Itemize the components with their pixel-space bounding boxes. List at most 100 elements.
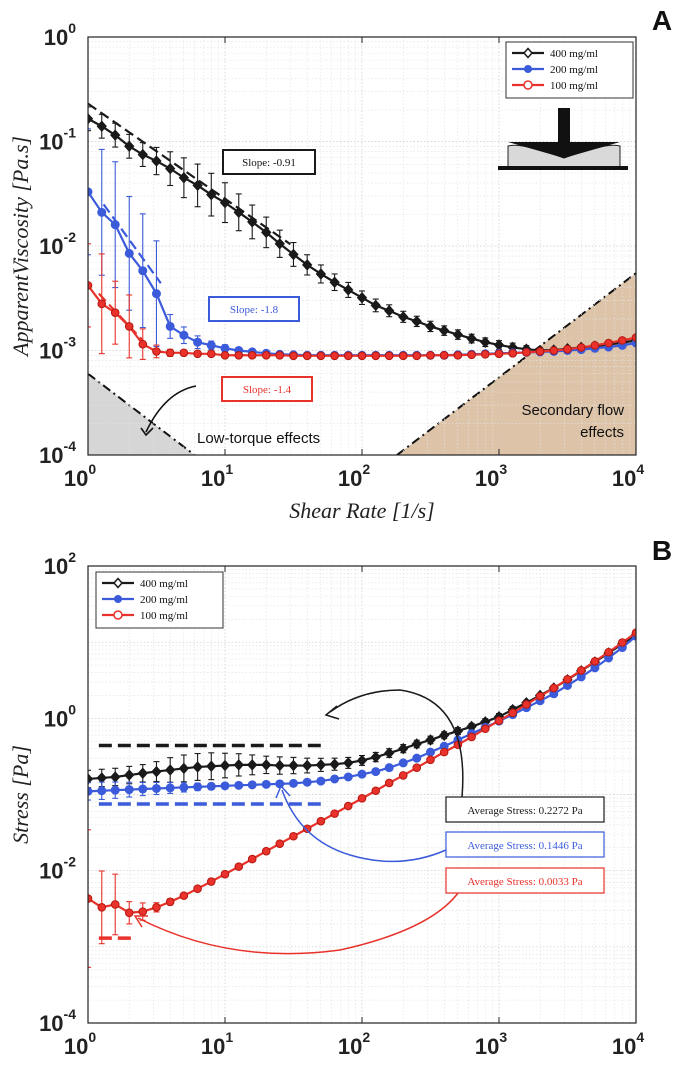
data-point [357, 769, 367, 779]
data-point [508, 708, 518, 718]
secondary-flow-label-line: effects [580, 424, 624, 441]
average-stress-box [445, 867, 605, 894]
blue-arrowhead [275, 784, 291, 799]
data-point [220, 869, 230, 879]
data-point [411, 315, 422, 328]
data-point [124, 785, 134, 795]
data-point [302, 759, 313, 772]
data-point [316, 351, 326, 361]
data-point [274, 238, 285, 250]
data-point [356, 291, 368, 304]
data-point [124, 248, 134, 258]
data-point [370, 751, 381, 763]
data-point [563, 675, 572, 684]
data-point [192, 179, 203, 192]
data-point [110, 785, 120, 795]
secondary-flow-label: Secondary flow effects [521, 402, 624, 441]
data-point [110, 900, 120, 909]
data-point [453, 350, 463, 360]
data-point [480, 724, 490, 734]
data-point [178, 762, 190, 775]
x-tick-exponent: 4 [636, 461, 644, 477]
data-point [576, 666, 586, 675]
data-point [316, 776, 326, 786]
data-point [412, 351, 422, 361]
data-point [549, 683, 559, 693]
y-axis-label: ApparentViscosity [Pa.s] [8, 136, 33, 358]
low-torque-boundary [88, 372, 196, 455]
data-point [219, 196, 231, 209]
average-stress-box [445, 831, 605, 858]
data-point [124, 322, 134, 331]
slope-box [208, 296, 300, 322]
data-point [88, 786, 93, 796]
y-tick-label: 100 [44, 20, 76, 50]
panel-letter: B [652, 535, 672, 566]
data-point [329, 758, 340, 770]
x-tick-label: 102 [338, 1029, 370, 1059]
data-point [384, 747, 395, 759]
x-tick-label: 101 [201, 461, 233, 491]
data-point [261, 759, 272, 771]
data-point [138, 907, 148, 916]
data-point [343, 772, 353, 782]
data-point [371, 767, 381, 777]
data-point [206, 781, 216, 791]
x-tick-label: 103 [475, 461, 507, 491]
data-point [289, 831, 298, 841]
y-tick-label: 100 [44, 701, 76, 731]
y-tick-base: 10 [39, 130, 63, 155]
data-point [631, 333, 636, 342]
data-point [315, 268, 327, 280]
data-point [604, 338, 613, 348]
data-point [206, 188, 217, 201]
data-point [590, 341, 600, 350]
data-point [151, 765, 162, 778]
slope-label: Slope: -1.8 [230, 304, 279, 316]
slope-label: Slope: -0.91 [242, 157, 296, 169]
data-point [398, 758, 408, 768]
data-point [522, 348, 531, 357]
legend-label: 400 mg/ml [550, 48, 598, 60]
data-point [466, 332, 477, 345]
y-tick-base: 10 [39, 859, 63, 884]
icon-cone [508, 142, 620, 158]
data-point [617, 638, 627, 647]
data-point [329, 276, 340, 288]
x-tick-exponent: 2 [362, 1029, 370, 1045]
low-torque-label: Low-torque effects [197, 430, 320, 447]
data-point [535, 347, 545, 356]
data-point [330, 351, 339, 361]
data-point [193, 884, 202, 893]
data-point [275, 350, 285, 360]
x-tick-exponent: 0 [88, 461, 96, 477]
x-tick-base: 10 [201, 1034, 225, 1059]
y-tick-label: 10-3 [39, 334, 76, 364]
data-point [343, 801, 353, 811]
data-point [88, 113, 94, 125]
data-point [384, 351, 394, 361]
average-stress-label: Average Stress: 0.2272 Pa [467, 805, 582, 817]
data-point [261, 350, 271, 360]
average-stress-box [445, 796, 605, 823]
data-point [494, 349, 504, 359]
data-point [604, 647, 613, 657]
data-point [302, 351, 312, 361]
data-point [206, 349, 216, 359]
x-tick-base: 10 [612, 1034, 636, 1059]
data-point [412, 763, 422, 772]
black-arrow [329, 689, 464, 798]
slope-box [222, 149, 316, 175]
data-point [494, 716, 504, 726]
legend-marker [523, 80, 533, 90]
data-point [439, 747, 449, 757]
data-point [88, 187, 93, 197]
slope-fit-line [102, 203, 162, 284]
data-point [124, 908, 134, 918]
data-point [288, 778, 298, 788]
data-point [192, 761, 203, 773]
data-point [151, 289, 161, 299]
data-point [97, 207, 107, 217]
legend: 400 mg/ml 200 mg/ml 100 mg/ml [505, 41, 634, 99]
annotations: Average Stress: 0.2272 Pa Average Stress:… [133, 689, 605, 955]
